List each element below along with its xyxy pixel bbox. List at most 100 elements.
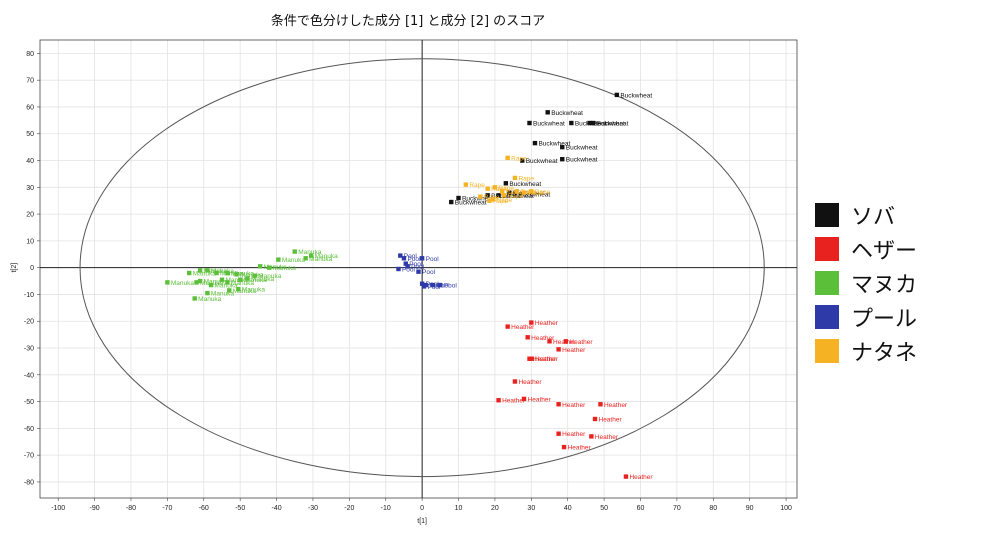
data-point-label: Manuka	[298, 249, 322, 256]
data-point	[563, 339, 569, 344]
data-point	[463, 182, 469, 187]
data-point-label: Pool	[402, 267, 416, 274]
data-point-label: Pool	[404, 253, 418, 260]
data-point	[529, 356, 534, 361]
y-tick-label: -40	[24, 372, 34, 379]
series-pool: PoolPoolPoolPoolPoolPoolPoolPoolPoolPool…	[396, 253, 457, 291]
data-point	[587, 120, 592, 126]
legend-swatch	[815, 339, 839, 363]
data-point	[512, 175, 518, 181]
data-point	[401, 256, 407, 261]
data-point-label: Heather	[569, 339, 593, 346]
y-tick-label: 0	[30, 265, 34, 272]
legend-swatch	[815, 203, 839, 227]
data-point-label: Buckwheat	[502, 193, 534, 200]
legend-item-manuka: マヌカ	[815, 266, 917, 300]
data-point-label: Rape	[518, 175, 534, 182]
data-point-label: Rape	[491, 186, 507, 193]
data-point	[419, 256, 425, 261]
data-point-label: Rape	[469, 182, 485, 189]
data-point-label: Buckwheat	[533, 121, 565, 128]
data-point-label: Pool	[426, 256, 440, 263]
y-tick-label: 70	[26, 78, 34, 85]
data-point	[623, 474, 629, 479]
data-point	[592, 416, 598, 422]
data-point-label: Rape	[508, 193, 524, 200]
data-point	[237, 277, 243, 282]
series-heather: Heather Heather Heather Heather Heather Heath…	[496, 320, 653, 481]
y-tick-label: 80	[26, 51, 34, 58]
zero-axes	[40, 40, 797, 498]
y-tick-label: 60	[26, 104, 34, 111]
data-point	[512, 191, 518, 197]
data-point-label: Rape	[493, 198, 509, 205]
x-tick-label: 70	[673, 505, 681, 512]
data-point	[208, 282, 214, 288]
x-tick-label: 60	[637, 505, 645, 512]
data-point	[403, 261, 408, 266]
data-point	[225, 280, 230, 285]
y-tick-label: -80	[24, 479, 34, 486]
legend-item-rape: ナタネ	[815, 334, 917, 368]
data-point	[205, 290, 210, 296]
data-point	[545, 110, 550, 115]
data-point	[569, 120, 574, 126]
data-point-label: Heather	[629, 474, 653, 481]
data-point	[234, 272, 239, 277]
data-point-label: Pool	[422, 269, 436, 276]
data-point-label: Rape	[520, 189, 536, 196]
data-point	[487, 198, 492, 203]
data-point-label: Heather	[604, 402, 628, 409]
data-point	[438, 282, 443, 288]
chart-title: 条件で色分けした成分 [1] と成分 [2] のスコア	[271, 13, 545, 29]
data-point-label: Buckwheat	[455, 200, 487, 207]
data-point	[505, 324, 510, 329]
data-point	[219, 277, 225, 282]
tick-labels: -100 -90 -80 -70 -60 -50 -40 -30 -20 -10 0 10 20 30 40…	[24, 51, 792, 512]
data-point-label: Heather	[562, 402, 586, 409]
x-tick-label: 100	[780, 505, 792, 512]
data-point	[614, 92, 620, 98]
data-point	[267, 265, 272, 270]
data-point-label: Buckwheat	[526, 158, 558, 165]
data-point-label: Pool	[429, 283, 443, 290]
data-point	[532, 140, 538, 146]
data-point	[421, 284, 427, 289]
data-point	[525, 335, 530, 340]
x-tick-label: 90	[746, 505, 754, 512]
data-point	[505, 155, 510, 161]
data-point-label: Rape	[497, 197, 513, 204]
data-point	[236, 286, 241, 292]
data-point	[590, 120, 596, 126]
data-point-label: Manuka	[240, 272, 264, 279]
data-point	[214, 270, 219, 276]
data-point-label: Pool	[407, 256, 421, 263]
data-point	[496, 193, 501, 198]
x-tick-label: -20	[344, 505, 354, 512]
data-point	[478, 194, 483, 199]
data-point-label: Heather	[518, 379, 542, 386]
data-point	[449, 199, 454, 205]
data-point	[187, 270, 192, 276]
data-point-label: Manuka	[251, 276, 275, 283]
y-tick-label: -50	[24, 399, 34, 406]
data-point	[303, 256, 308, 261]
data-point-label: Heather	[528, 396, 552, 403]
data-point	[192, 296, 197, 301]
x-tick-label: 0	[420, 505, 424, 512]
data-point	[547, 339, 552, 344]
data-point-label: Rape	[498, 185, 514, 192]
y-tick-label: 50	[26, 131, 34, 138]
legend-item-pool: プール	[815, 300, 917, 334]
data-point	[292, 249, 297, 254]
data-point-label: Manuka	[231, 280, 255, 287]
data-point	[245, 276, 250, 281]
data-point	[527, 120, 532, 126]
data-point-label: Manuka	[211, 291, 235, 298]
y-tick-label: -30	[24, 346, 34, 353]
x-tick-label: 20	[491, 505, 499, 512]
data-point-label: Manuka	[244, 277, 268, 284]
